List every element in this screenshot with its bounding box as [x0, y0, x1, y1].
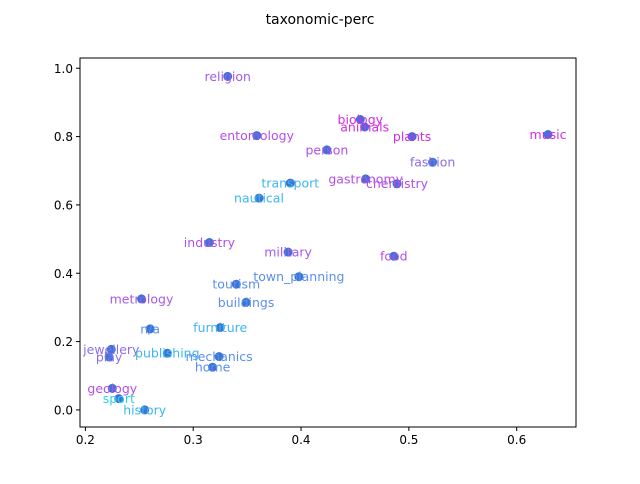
point-label-biology: biology — [338, 112, 384, 127]
data-point-jewellery — [106, 344, 116, 354]
point-label-play: play — [96, 350, 123, 365]
data-point-n-a — [145, 324, 155, 334]
data-point-entomology — [252, 131, 262, 141]
x-axis: 0.2 0.3 0.4 0.5 0.6 — [76, 427, 526, 447]
y-tick-label: 1.0 — [54, 62, 73, 76]
point-label-military: military — [264, 245, 312, 260]
point-label-mechanics: mechanics — [186, 349, 253, 364]
chart-title: taxonomic-perc — [266, 12, 375, 28]
point-label-n-a: n/a — [140, 321, 160, 336]
data-point-furniture — [215, 323, 225, 333]
point-label-person: person — [305, 142, 348, 157]
point-label-metrology: metrology — [110, 291, 174, 306]
point-label-home: home — [195, 360, 231, 375]
data-point-fashion — [428, 157, 438, 167]
data-point-home — [208, 362, 218, 372]
data-point-tourism — [231, 279, 241, 289]
point-label-furniture: furniture — [193, 320, 247, 335]
point-label-plants: plants — [393, 129, 431, 144]
x-tick-label: 0.5 — [399, 433, 418, 447]
point-label-jewellery: jewellery — [82, 342, 140, 357]
y-axis: 0.0 0.2 0.4 0.6 0.8 1.0 — [54, 62, 80, 417]
point-label-publishing: publishing — [135, 346, 200, 361]
point-label-sport: sport — [103, 391, 135, 406]
data-point-nautical — [254, 193, 264, 203]
data-point-plants — [407, 132, 417, 142]
data-point-play — [104, 352, 114, 362]
point-label-food: food — [380, 249, 408, 264]
point-label-transport: transport — [261, 176, 319, 191]
point-label-buildings: buildings — [218, 295, 275, 310]
point-label-gastronomy: gastronomy — [328, 171, 403, 186]
point-label-fashion: fashion — [410, 155, 456, 170]
data-point-food — [389, 251, 399, 261]
point-label-history: history — [123, 402, 167, 417]
y-tick-label: 0.6 — [54, 198, 73, 212]
x-tick-label: 0.6 — [507, 433, 526, 447]
point-label-town-planning: town_planning — [253, 269, 344, 284]
point-label-animals: animals — [340, 120, 389, 135]
data-point-music — [543, 130, 553, 139]
data-point-animals — [360, 122, 370, 132]
point-label-music: music — [530, 127, 567, 142]
data-point-mechanics — [214, 352, 224, 362]
y-tick-label: 0.8 — [54, 130, 73, 144]
data-point-military — [283, 247, 293, 257]
point-label-industry: industry — [184, 235, 236, 250]
y-tick-label: 0.4 — [54, 267, 73, 281]
data-point-metrology — [137, 294, 146, 304]
data-point-chemistry — [392, 179, 402, 189]
point-label-tourism: tourism — [212, 277, 260, 292]
x-tick-label: 0.3 — [184, 433, 203, 447]
point-label-nautical: nautical — [234, 191, 284, 206]
y-tick-label: 0.2 — [54, 335, 73, 349]
y-tick-label: 0.0 — [54, 403, 73, 417]
data-point-sport — [114, 394, 124, 404]
data-point-transport — [285, 178, 295, 188]
data-point-gastronomy — [361, 174, 371, 184]
data-point-biology — [355, 115, 365, 124]
x-tick-label: 0.2 — [76, 433, 95, 447]
data-point-town-planning — [294, 272, 304, 282]
point-label-religion: religion — [204, 69, 250, 84]
data-point-religion — [223, 71, 233, 81]
point-label-geology: geology — [87, 381, 137, 396]
point-label-entomology: entomology — [220, 128, 295, 143]
data-point-geology — [107, 383, 117, 393]
data-point-buildings — [241, 297, 251, 307]
data-point-person — [322, 145, 332, 155]
plot-frame — [79, 57, 577, 428]
x-tick-label: 0.4 — [291, 433, 310, 447]
data-point-industry — [204, 238, 214, 247]
points-layer — [104, 71, 553, 415]
data-point-history — [140, 405, 150, 415]
data-point-publishing — [162, 348, 172, 358]
point-label-chemistry: chemistry — [366, 176, 429, 191]
